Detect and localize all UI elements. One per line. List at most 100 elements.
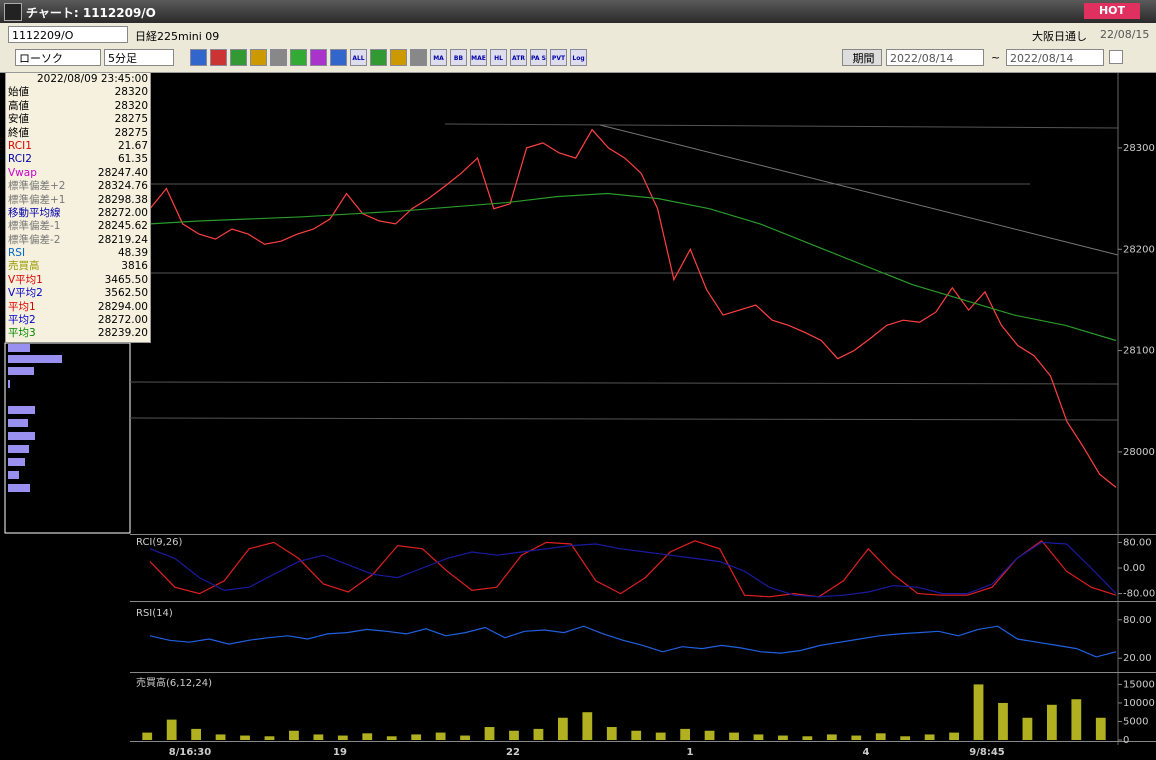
tool-icon[interactable] bbox=[310, 49, 327, 66]
volume-bar bbox=[1022, 717, 1033, 740]
tool-button[interactable]: ATR bbox=[510, 49, 527, 66]
info-value: 3816 bbox=[121, 260, 148, 273]
volume-bar bbox=[875, 733, 886, 740]
info-label: Vwap bbox=[8, 166, 37, 179]
tool-icon[interactable] bbox=[250, 49, 267, 66]
y-tick-label: 20.00 bbox=[1123, 653, 1152, 664]
tool-button[interactable]: ALL bbox=[350, 49, 367, 66]
info-row: 標準偏差+1 28298.38 bbox=[6, 194, 150, 207]
volume-profile bbox=[8, 344, 62, 492]
x-tick-label: 9/8:45 bbox=[969, 747, 1005, 758]
volume-bar bbox=[729, 732, 739, 740]
volume-bar bbox=[802, 736, 813, 740]
volume-bar bbox=[998, 702, 1008, 740]
info-value: 28219.24 bbox=[97, 233, 148, 246]
info-row: 標準偏差-2 28219.24 bbox=[6, 234, 150, 247]
x-tick-label: 8/16:30 bbox=[169, 747, 211, 758]
chart-type-select[interactable]: ローソク bbox=[15, 49, 101, 66]
info-label: 安値 bbox=[8, 113, 29, 126]
volume-bar bbox=[337, 735, 348, 740]
volume-bar bbox=[264, 736, 275, 740]
period-button[interactable]: 期間 bbox=[842, 49, 882, 66]
tool-icon[interactable] bbox=[270, 49, 287, 66]
info-value: 28320 bbox=[114, 86, 148, 99]
x-tick-label: 4 bbox=[863, 747, 870, 758]
volume-bar bbox=[606, 727, 617, 740]
info-row: 安値 28275 bbox=[6, 113, 150, 126]
tool-button[interactable]: HL bbox=[490, 49, 507, 66]
tool-button[interactable]: Log bbox=[570, 49, 587, 66]
info-row: 移動平均線 28272.00 bbox=[6, 207, 150, 220]
volume-bar bbox=[900, 736, 911, 740]
tool-icon[interactable] bbox=[210, 49, 227, 66]
date-from[interactable]: 2022/08/14 bbox=[886, 49, 984, 66]
tool-icon[interactable] bbox=[290, 49, 307, 66]
info-value: 3562.50 bbox=[104, 287, 148, 300]
volume-bar bbox=[386, 736, 397, 740]
volume-bar bbox=[509, 730, 519, 740]
info-row: 標準偏差+2 28324.76 bbox=[6, 180, 150, 193]
y-tick-label: 5000 bbox=[1123, 716, 1148, 727]
y-tick-label: 80.00 bbox=[1123, 537, 1152, 548]
volume-bar bbox=[631, 730, 642, 740]
x-tick-label: 22 bbox=[506, 747, 520, 758]
volume-bar bbox=[215, 734, 226, 740]
volume-bar bbox=[655, 732, 666, 740]
info-value: 28272.00 bbox=[97, 314, 148, 327]
volume-bar bbox=[313, 734, 324, 740]
tool-icon[interactable] bbox=[370, 49, 387, 66]
interval-select[interactable]: 5分足 bbox=[104, 49, 174, 66]
volume-bar bbox=[680, 728, 691, 740]
tool-icon[interactable] bbox=[230, 49, 247, 66]
volume-bar bbox=[949, 732, 959, 740]
info-value: 28294.00 bbox=[97, 300, 148, 313]
volume-bar bbox=[166, 719, 177, 740]
volume-bar bbox=[411, 734, 422, 740]
volume-bar bbox=[851, 735, 862, 740]
volume-bar bbox=[778, 735, 788, 740]
info-label: 標準偏差+1 bbox=[8, 193, 66, 206]
info-label: 平均3 bbox=[8, 327, 36, 340]
info-value: 28239.20 bbox=[97, 327, 148, 340]
info-label: 売買高 bbox=[8, 260, 40, 273]
tool-icon[interactable] bbox=[410, 49, 427, 66]
tool-icon[interactable] bbox=[190, 49, 207, 66]
tool-icon[interactable] bbox=[330, 49, 347, 66]
volume-bar bbox=[191, 728, 202, 740]
info-panel: 2022/08/09 23:45:00 始値 28320 高値 28320 安値 2827… bbox=[5, 72, 151, 343]
tool-button[interactable]: PA SR bbox=[530, 49, 547, 66]
date-to[interactable]: 2022/08/14 bbox=[1006, 49, 1104, 66]
info-value: 28272.00 bbox=[97, 206, 148, 219]
tool-button[interactable]: MAE bbox=[470, 49, 487, 66]
tool-button[interactable]: PVT bbox=[550, 49, 567, 66]
series-line bbox=[149, 192, 1117, 342]
volume-bar bbox=[460, 735, 470, 740]
info-value: 28275 bbox=[114, 113, 148, 126]
symbol-name: 日経225mini 09 bbox=[135, 30, 220, 43]
info-label: 始値 bbox=[8, 86, 29, 99]
y-tick-label: 28000 bbox=[1123, 447, 1155, 458]
y-tick-label: 10000 bbox=[1123, 698, 1155, 709]
info-label: V平均1 bbox=[8, 273, 43, 286]
checkbox[interactable] bbox=[1109, 50, 1123, 64]
y-tick-label: 28100 bbox=[1123, 346, 1155, 357]
tool-button[interactable]: BB bbox=[450, 49, 467, 66]
y-tick-label: 80.00 bbox=[1123, 615, 1152, 626]
info-value: 61.35 bbox=[117, 153, 148, 166]
date-sep: ~ bbox=[991, 51, 1001, 64]
series-line bbox=[149, 128, 1117, 488]
volume-bar bbox=[826, 734, 837, 740]
info-label: 高値 bbox=[8, 99, 29, 112]
info-label: 標準偏差-1 bbox=[8, 220, 61, 233]
symbol-input[interactable]: 1112209/O bbox=[8, 26, 128, 43]
info-value: 3465.50 bbox=[104, 273, 148, 286]
volume-bar bbox=[484, 727, 495, 740]
info-row: 売買高 3816 bbox=[6, 260, 150, 273]
panel-label: RSI(14) bbox=[136, 608, 173, 619]
hot-button[interactable]: HOT bbox=[1084, 3, 1140, 19]
tool-icon[interactable] bbox=[390, 49, 407, 66]
tool-button[interactable]: MA bbox=[430, 49, 447, 66]
